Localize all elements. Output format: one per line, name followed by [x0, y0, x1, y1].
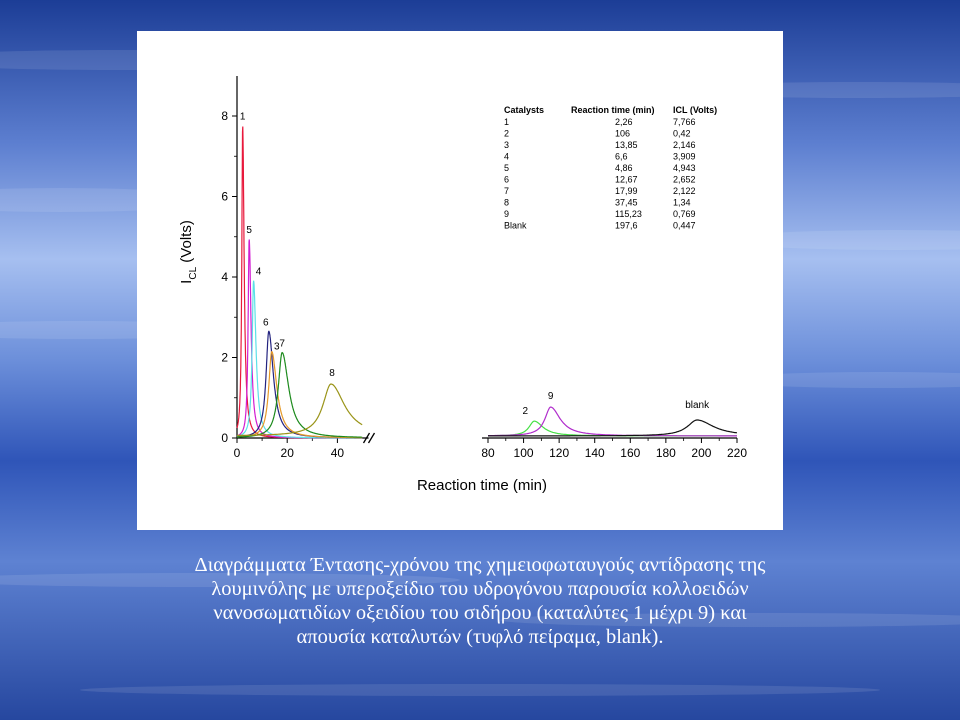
- table-cell: 4,943: [673, 163, 696, 173]
- series-label-3: 3: [274, 342, 280, 353]
- table-cell: 8: [504, 198, 509, 208]
- y-tick-label: 0: [221, 431, 228, 445]
- table-cell: 2: [504, 129, 509, 139]
- table-header: ICL (Volts): [673, 105, 717, 115]
- data-table: Catalysts Reaction time (min) ICL (Volts) 1…: [504, 105, 717, 231]
- table-cell: 17,99: [615, 186, 638, 196]
- table-cell: 2,122: [673, 186, 696, 196]
- series-line-9: [488, 406, 737, 437]
- y-tick-label: 8: [221, 109, 228, 123]
- x-tick-label: 160: [620, 446, 640, 460]
- x-tick-label: 20: [281, 446, 295, 460]
- series-line-8: [237, 383, 363, 436]
- slide-caption: Διαγράμματα Έντασης-χρόνου της χημειοφωτ…: [100, 553, 860, 649]
- table-cell: 7: [504, 186, 509, 196]
- table-cell: 0,447: [673, 221, 696, 231]
- y-tick-label: 4: [221, 270, 228, 284]
- table-cell: 3,909: [673, 152, 696, 162]
- series-label-6: 6: [263, 317, 269, 328]
- table-cell: 9: [504, 209, 509, 219]
- y-axis-title: ICL (Volts): [178, 220, 199, 284]
- table-cell: 2,26: [615, 117, 633, 127]
- x-tick-label: 40: [331, 446, 345, 460]
- table-cell: 6,6: [615, 152, 628, 162]
- table-cell: 37,45: [615, 198, 638, 208]
- series-line-7: [237, 351, 363, 438]
- table-cell: 4,86: [615, 163, 633, 173]
- x-axis-title: Reaction time (min): [417, 477, 547, 494]
- table-cell: 1,34: [673, 198, 691, 208]
- caption-line-1: Διαγράμματα Έντασης-χρόνου της χημειοφωτ…: [194, 554, 766, 576]
- series-label-2: 2: [522, 406, 528, 417]
- x-tick-label: 180: [656, 446, 676, 460]
- table-cell: 12,67: [615, 175, 638, 185]
- table-cell: 13,85: [615, 140, 638, 150]
- axis-break-mark: [367, 432, 376, 444]
- series-line-4: [236, 280, 363, 439]
- table-cell: Blank: [504, 221, 527, 231]
- series-label-1: 1: [240, 111, 246, 122]
- table-cell: 5: [504, 163, 509, 173]
- table-cell: 4: [504, 152, 509, 162]
- y-axis-title-rest: (Volts): [178, 220, 195, 267]
- series-line-3: [236, 351, 363, 439]
- caption-line-2: λουμινόλης με υπεροξείδιο του υδρογόνου …: [211, 578, 749, 600]
- table-cell: 2,146: [673, 140, 696, 150]
- series-label-4: 4: [256, 267, 262, 278]
- series-label-8: 8: [329, 368, 335, 379]
- x-tick-label: 140: [585, 446, 605, 460]
- table-header: Catalysts: [504, 105, 544, 115]
- curves: [236, 126, 738, 439]
- axis-break-mark: [362, 432, 371, 444]
- table-cell: 115,23: [615, 209, 642, 219]
- y-axis-title-sub: CL: [188, 266, 199, 279]
- table-cell: 197,6: [615, 221, 638, 231]
- x-tick-label: 80: [481, 446, 495, 460]
- y-axis-title-main: I: [178, 280, 195, 284]
- caption-line-3: νανοσωματιδίων οξειδίου του σιδήρου (κατ…: [213, 602, 747, 624]
- table-cell: 0,769: [673, 209, 696, 219]
- table-cell: 106: [615, 129, 630, 139]
- x-tick-label: 100: [514, 446, 534, 460]
- table-cell: 0,42: [673, 129, 691, 139]
- series-label-5: 5: [246, 225, 252, 236]
- series-line-blank: [488, 419, 738, 437]
- table-cell: 3: [504, 140, 509, 150]
- x-tick-label: 0: [234, 446, 241, 460]
- caption-line-4: απουσία καταλυτών (τυφλό πείραμα, blank)…: [296, 626, 664, 648]
- x-tick-label: 220: [727, 446, 747, 460]
- table-cell: 7,766: [673, 117, 696, 127]
- series-line-1: [236, 126, 363, 439]
- series-label-9: 9: [548, 391, 554, 402]
- y-tick-label: 6: [221, 190, 228, 204]
- x-tick-label: 120: [549, 446, 569, 460]
- table-cell: 1: [504, 117, 509, 127]
- series-label-blank: blank: [685, 400, 710, 411]
- y-tick-label: 2: [221, 351, 228, 365]
- series-label-7: 7: [279, 339, 285, 350]
- table-cell: 6: [504, 175, 509, 185]
- table-cell: 2,652: [673, 175, 696, 185]
- x-tick-label: 200: [691, 446, 711, 460]
- table-header: Reaction time (min): [571, 105, 655, 115]
